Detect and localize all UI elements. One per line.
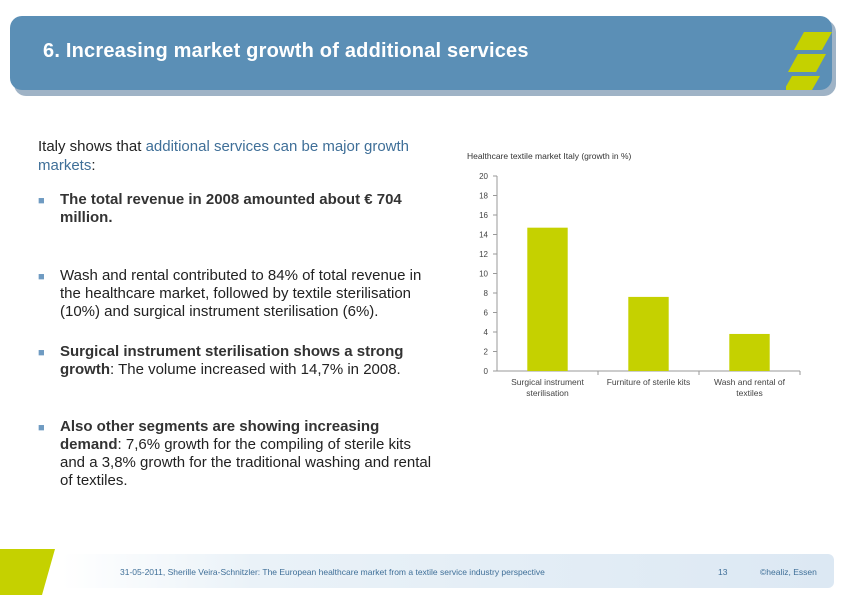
x-tick-label: Wash and rental of	[714, 377, 786, 387]
x-tick-label: textiles	[736, 388, 762, 398]
footer-citation: 31-05-2011, Sherille Veira-Schnitzler: T…	[120, 567, 545, 577]
y-tick-label: 2	[484, 348, 489, 357]
y-tick-label: 14	[479, 231, 488, 240]
y-tick-label: 8	[484, 289, 489, 298]
deco-stripe	[0, 549, 55, 595]
deco-stripe	[786, 76, 820, 90]
footer-bar	[62, 554, 834, 588]
bullet-square-icon: ■	[38, 195, 45, 207]
y-tick-label: 4	[484, 328, 489, 337]
x-tick-label: sterilisation	[526, 388, 569, 398]
y-tick-label: 6	[484, 309, 489, 318]
bullet-item: ■ The total revenue in 2008 amounted abo…	[38, 191, 402, 226]
bullet-square-icon: ■	[38, 422, 45, 434]
y-tick-label: 0	[484, 367, 489, 376]
bar	[527, 227, 568, 371]
bar	[729, 333, 770, 371]
header-banner: 6. Increasing market growth of additiona…	[10, 16, 832, 90]
y-tick-label: 10	[479, 270, 488, 279]
page-title: 6. Increasing market growth of additiona…	[43, 40, 529, 62]
y-tick-label: 16	[479, 211, 488, 220]
deco-stripe	[788, 54, 826, 72]
deco-stripe	[794, 32, 832, 50]
bullet-item: ■ Surgical instrument sterilisation show…	[38, 343, 404, 378]
bullet-item: ■ Wash and rental contributed to 84% of …	[38, 267, 422, 320]
corner-decoration-bottom-left	[0, 549, 55, 595]
bar-chart: 0 2 4 6 8 10 12 14 16 18 20 Surgical instrumentster…	[479, 172, 801, 398]
bullet-square-icon: ■	[38, 347, 45, 359]
intro-text: Italy shows that additional services can…	[38, 138, 410, 174]
copyright: ©healiz, Essen	[760, 567, 817, 577]
bar	[628, 296, 669, 371]
x-tick-label: Surgical instrument	[511, 377, 584, 387]
y-tick-label: 20	[479, 172, 488, 181]
chart-title: Healthcare textile market Italy (growth …	[467, 151, 632, 161]
bullet-square-icon: ■	[38, 271, 45, 283]
bullet-item: ■ Also other segments are showing increa…	[38, 418, 432, 489]
intro-highlight: additional services can be major growth …	[38, 138, 410, 174]
corner-decoration-top-right	[786, 32, 832, 90]
y-tick-label: 18	[479, 192, 488, 201]
y-tick-label: 12	[479, 250, 488, 259]
page-number: 13	[718, 567, 728, 577]
x-tick-label: Furniture of sterile kits	[607, 377, 691, 387]
